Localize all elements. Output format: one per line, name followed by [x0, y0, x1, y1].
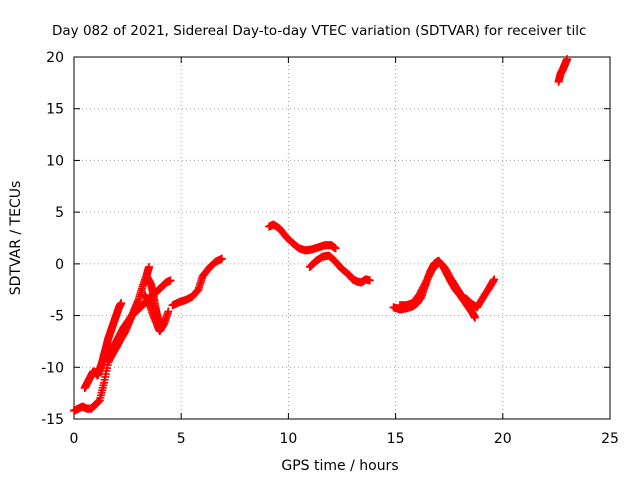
data-point [331, 244, 340, 253]
gridlines [74, 57, 610, 419]
data-point [417, 285, 426, 294]
data-point [415, 290, 424, 299]
data-points [70, 55, 572, 415]
y-tick-label: -10 [41, 360, 64, 376]
x-tick-label: 0 [70, 431, 79, 447]
y-tick-label: 5 [55, 205, 64, 221]
data-point [563, 55, 572, 64]
data-point [426, 269, 435, 278]
axis-ticks: 0 5 10 15 20 25 -15 -10 -5 0 5 10 15 20 [41, 50, 619, 447]
series-arc-11 [554, 55, 572, 86]
series-arc-7 [265, 220, 340, 255]
data-point [164, 307, 173, 316]
data-point [423, 274, 432, 283]
y-tick-label: 0 [55, 257, 64, 273]
data-point [470, 313, 479, 322]
data-point [416, 289, 425, 298]
y-tick-label: 20 [46, 50, 64, 66]
y-tick-label: 15 [46, 102, 64, 118]
data-point [155, 321, 164, 330]
data-point [490, 275, 499, 284]
data-point [145, 262, 154, 271]
x-axis-label: GPS time / hours [281, 458, 398, 474]
x-tick-label: 20 [494, 431, 512, 447]
data-point [166, 276, 175, 285]
y-tick-label: 10 [46, 153, 64, 169]
y-tick-label: -5 [50, 309, 64, 325]
series-arc-8 [305, 251, 374, 287]
data-point [421, 278, 430, 287]
x-tick-label: 10 [279, 431, 297, 447]
chart-title: Day 082 of 2021, Sidereal Day-to-day VTE… [52, 23, 586, 39]
data-point [420, 280, 429, 289]
data-point [418, 283, 427, 292]
data-point [117, 299, 126, 308]
data-point [417, 287, 426, 296]
series-arc-10 [395, 257, 499, 312]
series-arc-5 [142, 272, 164, 330]
series-arc-2 [80, 299, 126, 392]
x-tick-label: 5 [177, 431, 186, 447]
plot-frame [73, 56, 611, 420]
data-point [424, 273, 433, 282]
x-tick-label: 25 [601, 431, 619, 447]
series-arc-6 [168, 254, 226, 310]
data-point [422, 276, 431, 285]
data-point [217, 254, 226, 263]
y-axis-label: SDTVAR / TECUs [8, 181, 24, 296]
data-point [419, 282, 428, 291]
x-tick-label: 15 [387, 431, 405, 447]
y-tick-label: -15 [41, 412, 64, 428]
data-point [425, 271, 434, 280]
data-point [365, 276, 374, 285]
